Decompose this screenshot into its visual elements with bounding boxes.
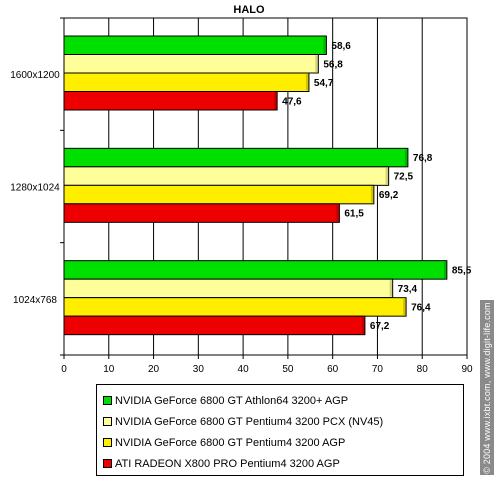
bar-shade xyxy=(274,92,277,109)
legend-item: NVIDIA GeForce 6800 GT Pentium4 3200 PCX… xyxy=(103,411,463,432)
category-label: 1280x1024 xyxy=(10,183,60,194)
x-tick-label: 40 xyxy=(238,364,250,375)
legend-item: ATI RADEON X800 PRO Pentium4 3200 AGP xyxy=(103,453,463,474)
data-label: 56,8 xyxy=(323,59,343,70)
data-label: 72,5 xyxy=(394,172,414,183)
x-tick-label: 50 xyxy=(282,364,294,375)
data-label: 76,4 xyxy=(411,302,431,313)
data-label: 76,8 xyxy=(413,153,433,164)
data-label: 69,2 xyxy=(379,190,399,201)
legend: NVIDIA GeForce 6800 GT Athlon64 3200+ AG… xyxy=(96,384,464,476)
bar xyxy=(63,147,409,168)
legend-item: NVIDIA GeForce 6800 GT Athlon64 3200+ AG… xyxy=(103,390,463,411)
x-tick-label: 10 xyxy=(103,364,115,375)
category-label: 1600x1200 xyxy=(10,70,60,81)
legend-label: NVIDIA GeForce 6800 GT Pentium4 3200 AGP xyxy=(115,436,346,449)
data-label: 85,5 xyxy=(452,265,472,276)
bar-layer: 58,6 56,8 54,7 47,6 76,8 72,5 69,2 61,5 85,5 73,4… xyxy=(63,35,472,336)
bar xyxy=(63,315,366,336)
x-tick-label: 90 xyxy=(461,364,473,375)
bar-shade xyxy=(403,298,406,316)
bar-shade xyxy=(336,204,339,222)
watermark: © 2004 www.ixbt.com, www.digit-life.com xyxy=(480,300,494,475)
axis-layer: 0 10 20 30 40 50 60 70 80 90 1600x1200 1280x1024 102… xyxy=(10,17,473,375)
bar xyxy=(63,54,319,74)
legend-label: NVIDIA GeForce 6800 GT Pentium4 3200 PCX… xyxy=(115,415,384,428)
x-tick-label: 60 xyxy=(327,364,339,375)
data-label: 47,6 xyxy=(282,96,302,107)
x-tick-label: 20 xyxy=(148,364,160,375)
legend-item: NVIDIA GeForce 6800 GT Pentium4 3200 AGP xyxy=(103,432,463,453)
bar xyxy=(63,297,407,317)
bar-shade xyxy=(385,167,389,185)
legend-label: NVIDIA GeForce 6800 GT Athlon64 3200+ AG… xyxy=(115,394,349,407)
data-label: 61,5 xyxy=(344,209,364,220)
bar xyxy=(63,260,448,280)
data-label: 58,6 xyxy=(331,41,351,52)
bar-shade xyxy=(323,37,326,54)
bar-shade xyxy=(443,261,447,279)
plot-frame xyxy=(63,17,468,356)
legend-swatch xyxy=(103,459,112,468)
bar xyxy=(63,203,340,223)
bar-shade xyxy=(315,55,318,72)
category-label: 1024x768 xyxy=(13,295,57,306)
bar xyxy=(63,35,327,55)
bar-shade xyxy=(305,74,309,91)
x-tick-label: 80 xyxy=(417,364,429,375)
data-label: 54,7 xyxy=(314,78,334,89)
bar-shade xyxy=(370,186,374,203)
bar xyxy=(63,91,278,111)
legend-swatch xyxy=(103,438,112,447)
bar xyxy=(63,278,394,299)
x-tick-label: 70 xyxy=(372,364,384,375)
watermark-text: © 2004 www.ixbt.com, www.digit-life.com xyxy=(482,301,492,474)
legend-swatch xyxy=(103,417,112,426)
x-tick-label: 0 xyxy=(61,364,67,375)
bar xyxy=(63,72,310,92)
legend-swatch xyxy=(103,396,112,405)
data-label: 67,2 xyxy=(370,321,390,332)
data-label: 73,4 xyxy=(398,284,418,295)
bar-shade xyxy=(361,317,365,334)
x-tick-label: 30 xyxy=(193,364,205,375)
bar-shade xyxy=(404,149,408,166)
chart-title: HALO xyxy=(233,4,265,16)
legend-label: ATI RADEON X800 PRO Pentium4 3200 AGP xyxy=(115,457,340,470)
bar xyxy=(63,184,375,205)
bar xyxy=(63,166,390,186)
bar-shade xyxy=(389,280,393,297)
